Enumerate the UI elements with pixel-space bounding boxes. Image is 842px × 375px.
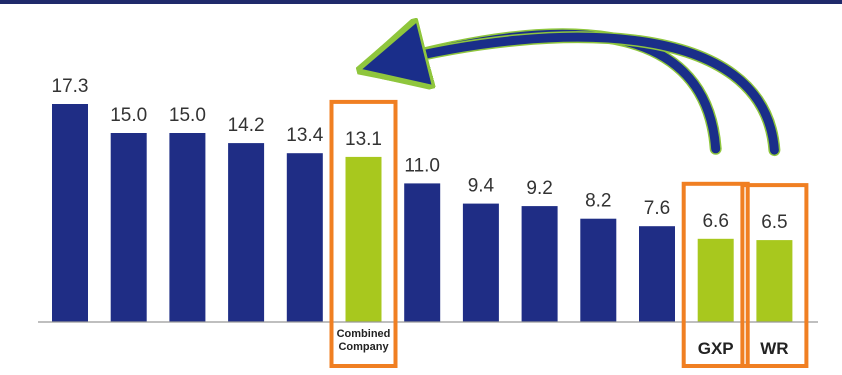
value-label-11: 7.6 xyxy=(644,198,670,219)
value-label-13: 6.5 xyxy=(761,212,787,233)
value-label-7: 11.0 xyxy=(404,155,440,176)
top-rule xyxy=(0,0,842,4)
value-label-1: 17.3 xyxy=(52,76,89,97)
bar-9 xyxy=(521,206,558,322)
value-label-10: 8.2 xyxy=(585,191,611,212)
bar-2 xyxy=(110,133,147,322)
highlight-box-13 xyxy=(740,183,809,368)
bar-12 xyxy=(697,238,734,322)
highlight-box-6 xyxy=(329,99,398,369)
bar-8 xyxy=(462,203,499,322)
bar-5 xyxy=(286,153,323,322)
bar-6 xyxy=(345,156,382,322)
value-label-12: 6.6 xyxy=(702,211,728,232)
value-label-2: 15.0 xyxy=(110,105,147,126)
bar-4 xyxy=(228,143,265,322)
value-label-8: 9.4 xyxy=(468,176,495,197)
category-label-13: WR xyxy=(760,339,788,358)
bars-group xyxy=(52,104,793,322)
value-label-4: 14.2 xyxy=(228,115,265,136)
bar-1 xyxy=(52,104,88,322)
highlight-box-12 xyxy=(681,181,750,368)
highlight-boxes xyxy=(329,99,809,369)
value-label-5: 13.4 xyxy=(286,125,323,146)
bar-3 xyxy=(169,133,206,322)
category-label-12: GXP xyxy=(698,339,734,358)
arrow-wr xyxy=(392,37,779,155)
merger-arrows xyxy=(392,34,781,157)
bar-11 xyxy=(639,226,675,322)
category-label-6-line-2: Company xyxy=(338,341,389,353)
value-label-9: 9.2 xyxy=(526,178,552,199)
value-labels: 17.3 15.0 15.0 14.2 13.4 13.1 11.0 9.4 9.2 8.2 7.6… xyxy=(52,76,788,233)
bar-10 xyxy=(580,218,617,322)
category-label-6-line-1: Combined xyxy=(337,328,391,340)
value-label-6: 13.1 xyxy=(345,129,382,150)
value-label-3: 15.0 xyxy=(169,105,206,126)
bar-13 xyxy=(756,240,793,322)
bar-7 xyxy=(404,183,441,322)
